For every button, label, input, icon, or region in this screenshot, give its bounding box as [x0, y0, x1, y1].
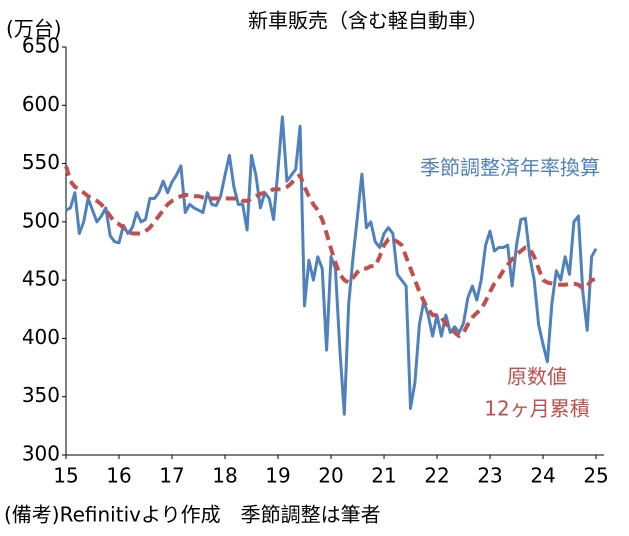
y-tick-label: 500 — [22, 208, 60, 232]
x-tick-label: 23 — [477, 464, 502, 488]
y-tick-label: 450 — [22, 267, 60, 291]
y-axis-label: (万台) — [6, 17, 62, 41]
x-tick-label: 22 — [424, 464, 449, 488]
y-tick-label: 550 — [22, 150, 60, 174]
y-tick-label: 350 — [22, 383, 60, 407]
series-line — [65, 115, 598, 416]
y-tick-label: 300 — [22, 442, 60, 466]
x-tick-label: 25 — [583, 464, 608, 488]
x-tick-label: 15 — [53, 464, 78, 488]
legend-label: 原数値 — [507, 365, 567, 389]
source-note: (備考)Refinitivより作成 季節調整は筆者 — [4, 503, 381, 527]
x-tick-label: 17 — [159, 464, 184, 488]
y-tick-label: 400 — [22, 325, 60, 349]
y-tick-label: 650 — [22, 34, 60, 58]
legend-label: 12ヶ月累積 — [484, 397, 589, 421]
chart-title: 新車販売（含む軽自動車） — [248, 9, 488, 33]
x-tick-label: 21 — [371, 464, 396, 488]
x-tick-label: 24 — [530, 464, 555, 488]
x-tick-label: 18 — [212, 464, 237, 488]
x-tick-label: 16 — [106, 464, 131, 488]
x-tick-label: 19 — [265, 464, 290, 488]
legend-label: 季節調整済年率換算 — [420, 156, 600, 180]
y-tick-label: 600 — [22, 92, 60, 116]
series-line — [64, 165, 597, 339]
x-tick-label: 20 — [318, 464, 343, 488]
